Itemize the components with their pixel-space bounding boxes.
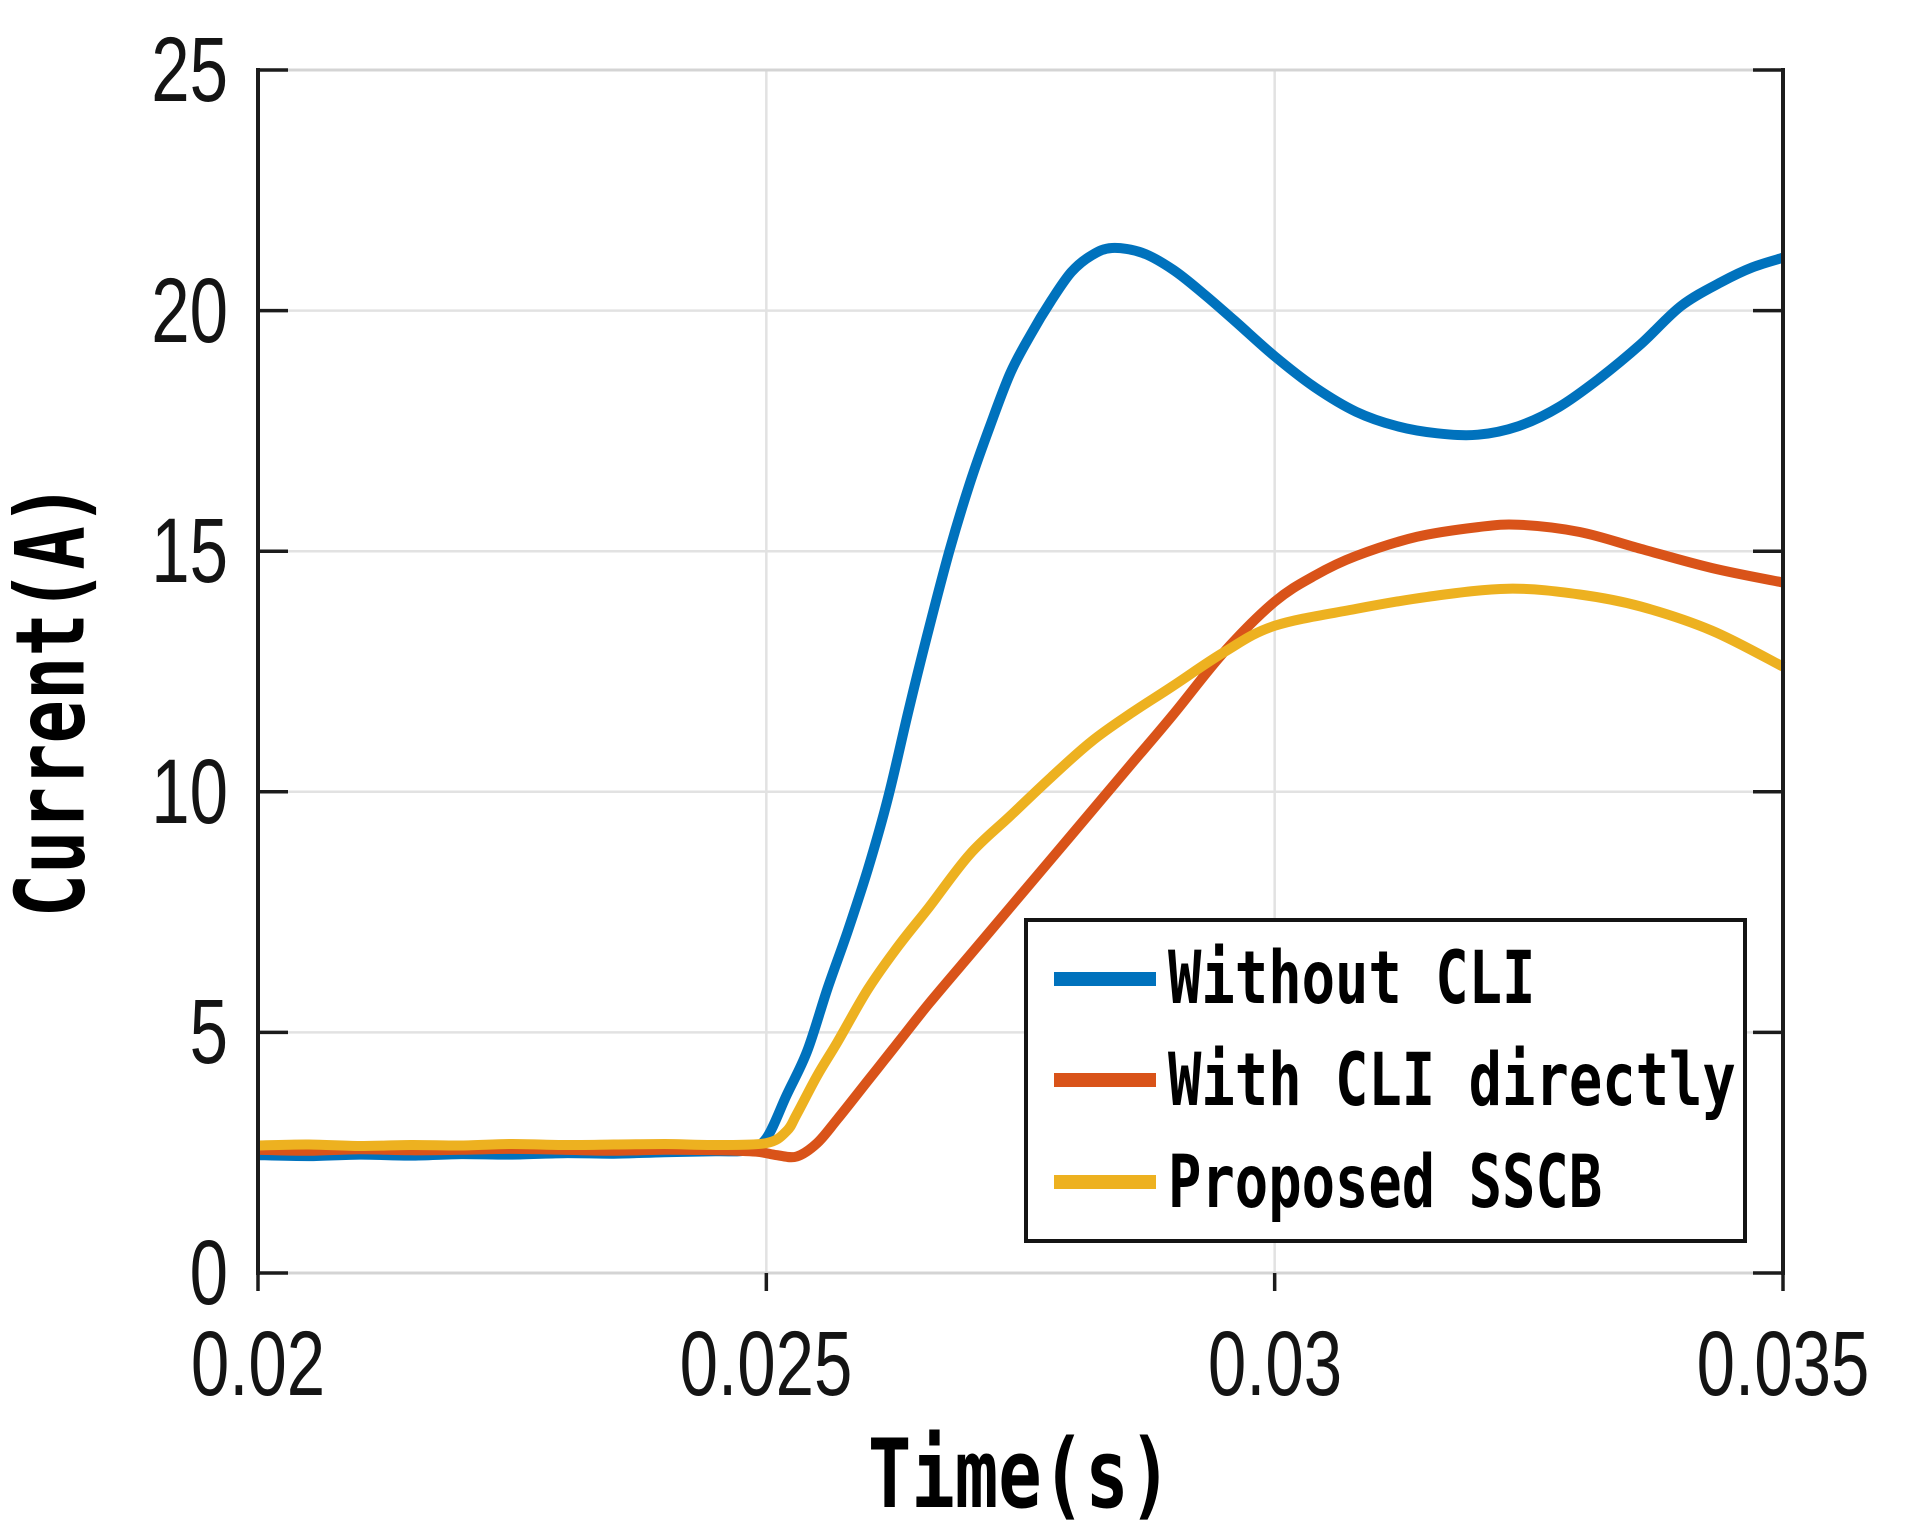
x-tick-label: 0.02 bbox=[190, 1313, 326, 1415]
y-tick-label: 20 bbox=[151, 259, 228, 362]
legend-line-sample-icon bbox=[1054, 1175, 1156, 1190]
legend-row: Proposed SSCB bbox=[1028, 1146, 1743, 1219]
x-axis-label: Time(s) bbox=[867, 1420, 1173, 1530]
legend: Without CLI With CLI directly Proposed SSC… bbox=[1024, 918, 1747, 1243]
legend-row: With CLI directly bbox=[1028, 1044, 1743, 1117]
legend-line-sample-icon bbox=[1054, 1073, 1156, 1088]
x-tick-label: 0.035 bbox=[1696, 1313, 1870, 1415]
legend-line-sample-icon bbox=[1054, 971, 1156, 986]
y-tick-label: 25 bbox=[151, 19, 228, 121]
y-tick-label: 10 bbox=[151, 740, 228, 843]
legend-label: With CLI directly bbox=[1168, 1037, 1736, 1123]
series-line-2 bbox=[257, 583, 1786, 1151]
legend-label: Proposed SSCB bbox=[1168, 1139, 1603, 1225]
legend-label: Without CLI bbox=[1168, 936, 1536, 1022]
x-tick-label: 0.025 bbox=[679, 1313, 853, 1415]
y-tick-label: 5 bbox=[189, 981, 228, 1084]
y-tick-label: 0 bbox=[189, 1222, 228, 1324]
y-tick-label: 15 bbox=[151, 500, 228, 603]
x-tick-label: 0.03 bbox=[1207, 1313, 1342, 1415]
legend-row: Without CLI bbox=[1028, 942, 1743, 1015]
